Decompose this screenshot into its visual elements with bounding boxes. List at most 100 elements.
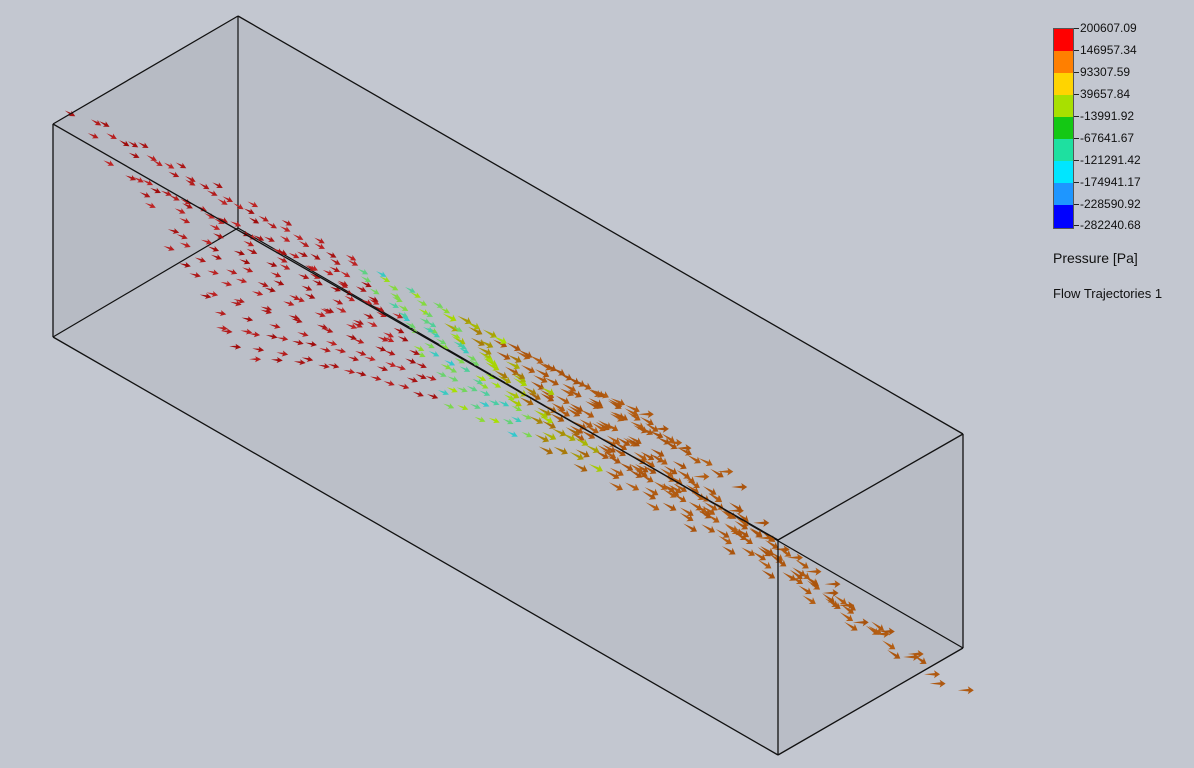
trajectory-arrow <box>533 410 548 419</box>
trajectory-arrow-head <box>721 546 736 555</box>
trajectory-arrow-head <box>265 333 278 340</box>
legend-tick-mark <box>1074 160 1079 161</box>
trajectory-arrow <box>610 398 626 406</box>
trajectory-arrow <box>507 354 522 363</box>
trajectory-arrow-head <box>628 469 643 478</box>
trajectory-arrow-head <box>701 524 716 533</box>
trajectory-arrow <box>142 179 154 186</box>
trajectory-arrow-head <box>611 447 626 457</box>
trajectory-arrow <box>735 528 750 538</box>
trajectory-arrow <box>478 351 493 361</box>
pressure-legend[interactable]: 200607.09 146957.34 93307.59 39657.84 -13991… <box>1053 21 1189 312</box>
trajectory-arrow <box>239 258 251 265</box>
trajectory-arrow <box>127 141 139 148</box>
trajectory-arrow <box>327 362 340 369</box>
trajectory-arrow-head <box>314 237 325 244</box>
trajectory-arrow-head <box>314 243 325 249</box>
trajectory-arrow-head <box>182 203 193 209</box>
trajectory-arrow-head <box>538 446 554 455</box>
trajectory-arrow <box>310 253 321 260</box>
trajectory-arrow-head <box>530 381 545 390</box>
trajectory-arrow <box>263 236 275 242</box>
trajectory-arrow-head <box>416 300 428 306</box>
trajectory-arrow <box>276 350 289 357</box>
trajectory-arrow <box>229 300 242 307</box>
trajectory-arrow-head <box>373 306 385 312</box>
trajectory-arrow <box>625 482 640 491</box>
trajectory-arrow-head <box>246 248 258 255</box>
trajectory-arrow-head <box>345 334 357 340</box>
trajectory-arrow <box>329 286 341 292</box>
trajectory-arrow <box>242 266 254 273</box>
trajectory-arrow <box>762 532 776 543</box>
trajectory-arrow-head <box>273 279 285 286</box>
trajectory-arrow-head <box>551 402 566 412</box>
legend-tick-label: -174941.17 <box>1080 175 1141 189</box>
trajectory-arrow <box>512 373 526 383</box>
trajectory-arrow <box>298 273 310 280</box>
trajectory-arrow-head <box>483 356 494 362</box>
trajectory-arrow <box>505 390 520 399</box>
trajectory-arrow-head <box>710 468 724 478</box>
trajectory-arrow-head <box>329 286 341 292</box>
trajectory-arrow-head <box>334 347 347 354</box>
trajectory-arrow-head <box>626 437 640 447</box>
trajectory-arrow <box>506 342 521 352</box>
trajectory-arrow <box>519 397 534 406</box>
trajectory-arrow-head <box>676 470 691 479</box>
trajectory-arrow <box>484 373 496 379</box>
trajectory-arrow <box>469 403 481 409</box>
trajectory-arrow <box>443 403 455 409</box>
trajectory-arrow <box>119 140 130 147</box>
trajectory-arrow-head <box>507 354 522 363</box>
trajectory-arrow-head <box>913 655 927 664</box>
trajectory-arrow-head <box>619 462 634 471</box>
trajectory-arrow-head <box>773 545 790 554</box>
trajectory-arrow <box>569 403 584 412</box>
trajectory-arrow <box>222 196 233 203</box>
trajectory-arrow <box>293 359 306 366</box>
trajectory-arrow <box>376 271 387 277</box>
trajectory-arrow <box>478 401 490 407</box>
trajectory-arrow <box>957 686 974 695</box>
trajectory-arrow <box>288 314 300 320</box>
trajectory-arrow-head <box>871 621 885 631</box>
trajectory-arrow-head <box>209 224 221 230</box>
trajectory-arrow-head <box>347 355 359 362</box>
trajectory-arrow-head <box>903 653 920 661</box>
trajectory-arrow <box>347 355 359 362</box>
trajectory-arrow-head <box>152 160 163 167</box>
trajectory-arrow-head <box>522 386 537 395</box>
trajectory-arrow <box>456 386 468 393</box>
trajectory-arrow <box>753 518 770 527</box>
trajectory-arrow-head <box>301 285 313 291</box>
trajectory-arrow-head <box>305 340 317 347</box>
trajectory-arrow <box>496 351 511 360</box>
trajectory-arrow <box>383 332 394 338</box>
trajectory-arrow <box>607 400 622 410</box>
trajectory-arrow <box>502 418 514 425</box>
trajectory-arrow <box>269 323 281 329</box>
trajectory-arrow-head <box>355 370 367 377</box>
trajectory-arrow-head <box>260 305 273 312</box>
flow-trajectory-arrows[interactable] <box>63 108 974 695</box>
trajectory-arrow <box>168 171 180 178</box>
trajectory-arrow <box>419 318 431 324</box>
trajectory-arrow <box>587 388 602 397</box>
trajectory-arrow <box>307 265 318 271</box>
trajectory-arrow-head <box>180 198 192 205</box>
legend-swatch <box>1054 205 1073 228</box>
trajectory-arrow-head <box>229 343 242 350</box>
trajectory-arrow-head <box>613 441 628 451</box>
trajectory-arrow <box>644 487 659 496</box>
trajectory-arrow-head <box>625 482 640 491</box>
trajectory-arrow-head <box>733 531 747 541</box>
trajectory-arrow-head <box>293 296 305 303</box>
trajectory-arrow-head <box>385 361 397 368</box>
trajectory-arrow <box>351 322 363 328</box>
trajectory-arrow-head <box>644 487 659 496</box>
trajectory-arrow-head <box>668 484 682 494</box>
trajectory-arrow-head <box>343 368 356 375</box>
